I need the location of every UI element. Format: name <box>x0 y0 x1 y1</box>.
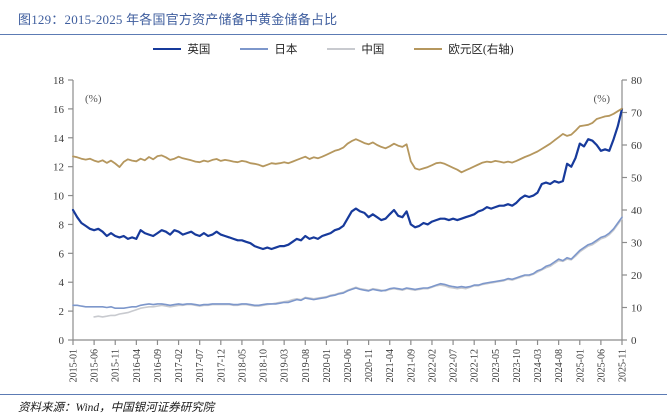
svg-text:2015-11: 2015-11 <box>111 349 122 382</box>
svg-text:10: 10 <box>631 303 643 315</box>
japan-line-swatch-icon <box>240 48 269 50</box>
svg-text:0: 0 <box>59 335 65 347</box>
svg-text:2023-05: 2023-05 <box>491 349 502 382</box>
page-title: 图129：2015-2025 年各国官方资产储备中黄金储备占比 <box>0 0 667 35</box>
svg-text:14: 14 <box>53 133 65 145</box>
svg-text:10: 10 <box>53 191 65 203</box>
euro-line-swatch-icon <box>414 48 443 50</box>
svg-text:60: 60 <box>631 140 643 152</box>
legend-item-japan: 日本 <box>240 41 297 57</box>
svg-text:2022-07: 2022-07 <box>449 349 460 382</box>
svg-text:2023-10: 2023-10 <box>512 349 523 382</box>
legend-label-china: 中国 <box>361 44 385 56</box>
legend-item-china: 中国 <box>327 41 384 57</box>
svg-text:2025-11: 2025-11 <box>618 349 629 382</box>
legend-label-japan: 日本 <box>274 44 298 56</box>
svg-text:18: 18 <box>53 75 65 87</box>
svg-text:2: 2 <box>59 306 65 318</box>
svg-text:8: 8 <box>59 219 65 231</box>
uk-line-swatch-icon <box>153 48 182 50</box>
svg-text:2016-04: 2016-04 <box>132 349 143 382</box>
svg-text:12: 12 <box>53 162 64 174</box>
svg-text:0: 0 <box>631 335 637 347</box>
svg-text:2020-06: 2020-06 <box>343 349 354 382</box>
svg-text:16: 16 <box>53 104 65 116</box>
svg-text:2024-03: 2024-03 <box>533 349 544 382</box>
line-chart: 0 2 4 6 8 10 12 14 16 18 0 10 20 30 40 50 60 70 80 2015-01 2… <box>0 60 667 394</box>
china-line-swatch-icon <box>327 48 356 50</box>
svg-text:2021-09: 2021-09 <box>406 349 417 382</box>
svg-text:2025-06: 2025-06 <box>596 349 607 382</box>
svg-text:2025-01: 2025-01 <box>575 349 586 382</box>
svg-text:2020-11: 2020-11 <box>364 349 375 382</box>
svg-text:(%): (%) <box>85 93 102 105</box>
svg-text:70: 70 <box>631 108 643 120</box>
legend-label-uk: 英国 <box>187 44 211 56</box>
svg-text:2016-09: 2016-09 <box>153 349 164 382</box>
svg-text:2017-02: 2017-02 <box>174 349 185 382</box>
svg-text:2019-08: 2019-08 <box>301 349 312 382</box>
svg-text:2022-12: 2022-12 <box>470 349 481 382</box>
legend-label-euro: 欧元区(右轴) <box>448 44 514 56</box>
svg-text:2017-12: 2017-12 <box>216 349 227 382</box>
svg-text:2019-03: 2019-03 <box>280 349 291 382</box>
svg-text:50: 50 <box>631 173 643 185</box>
legend-item-uk: 英国 <box>153 41 210 57</box>
svg-text:2024-08: 2024-08 <box>554 349 565 382</box>
svg-text:2018-05: 2018-05 <box>237 349 248 382</box>
svg-text:(%): (%) <box>594 93 611 105</box>
svg-text:20: 20 <box>631 270 643 282</box>
svg-text:2015-01: 2015-01 <box>69 349 80 382</box>
legend-item-euro: 欧元区(右轴) <box>414 41 514 57</box>
svg-text:30: 30 <box>631 238 643 250</box>
svg-text:2020-01: 2020-01 <box>322 349 333 382</box>
source-note: 资料来源：Wind，中国银河证券研究院 <box>0 394 667 415</box>
svg-text:2018-10: 2018-10 <box>259 349 270 382</box>
chart-canvas: 0 2 4 6 8 10 12 14 16 18 0 10 20 30 40 50 60 70 80 2015-01 2… <box>53 75 643 382</box>
svg-text:2022-02: 2022-02 <box>427 349 438 382</box>
svg-text:6: 6 <box>59 248 65 260</box>
svg-text:2021-04: 2021-04 <box>385 349 396 382</box>
svg-text:2015-06: 2015-06 <box>90 349 101 382</box>
chart-legend: 英国 日本 中国 欧元区(右轴) <box>0 38 667 60</box>
svg-text:40: 40 <box>631 205 643 217</box>
svg-text:4: 4 <box>59 277 65 289</box>
svg-text:80: 80 <box>631 75 643 87</box>
svg-text:2017-07: 2017-07 <box>195 349 206 382</box>
